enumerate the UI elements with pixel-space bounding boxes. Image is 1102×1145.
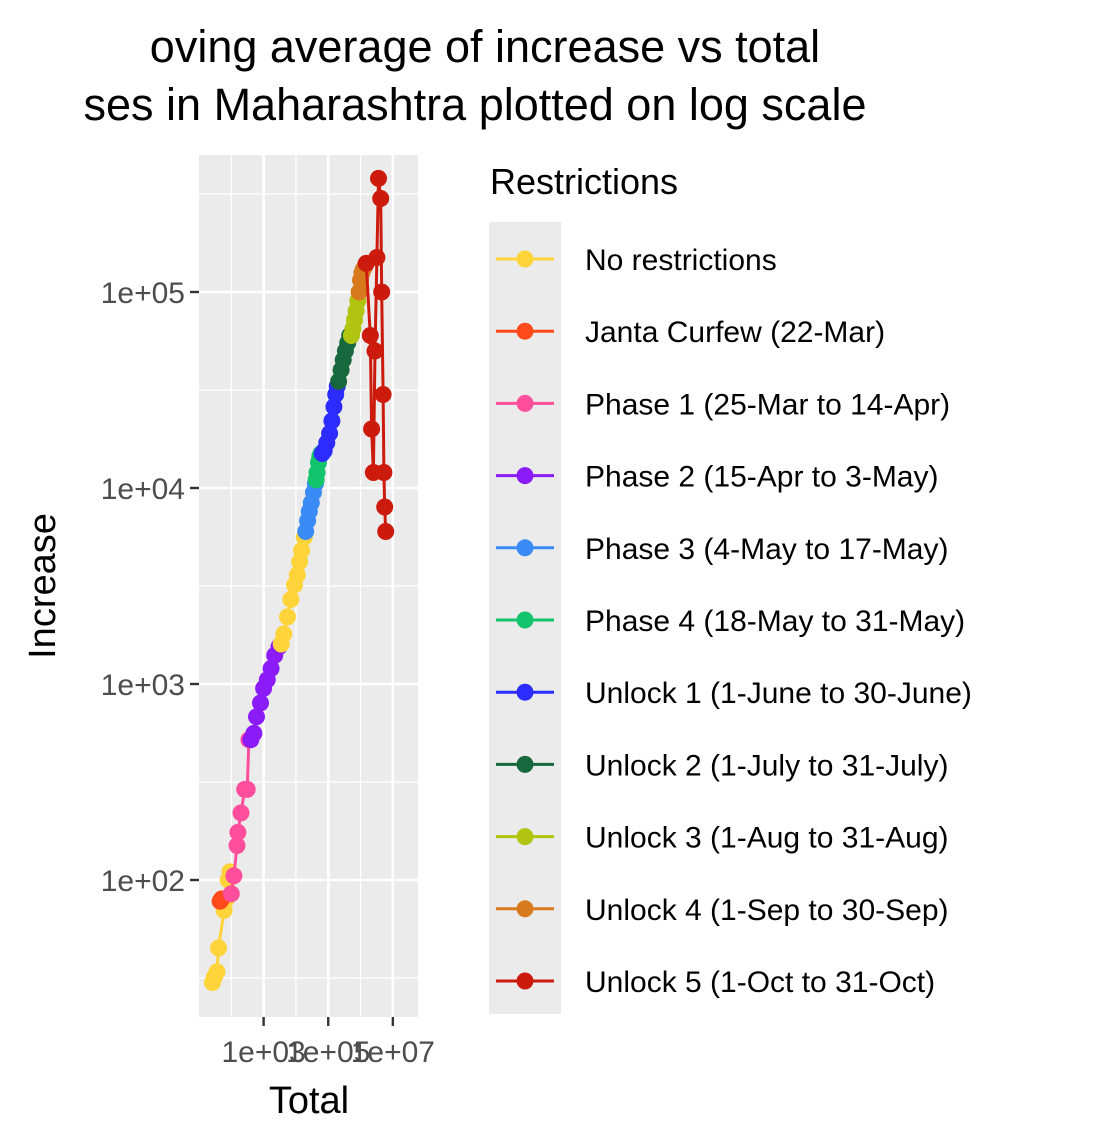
x-tick-label: 1e+03 [221,1036,305,1069]
legend-key-point [516,755,534,773]
legend-title: Restrictions [490,161,678,202]
legend-key-point [516,467,534,485]
data-point [374,386,392,403]
chart-title-line-1: oving average of increase vs total [150,21,820,72]
legend-entry: Unlock 3 (1-Aug to 31-Aug) [496,822,949,855]
data-point [248,708,265,726]
data-point [245,724,263,742]
legend-key-point [516,972,534,990]
data-point [376,498,394,516]
legend-label: Unlock 4 (1-Sep to 30-Sep) [585,894,949,927]
legend-key-point [516,539,534,557]
data-point [323,412,341,430]
legend-label: Unlock 3 (1-Aug to 31-Aug) [585,822,949,855]
legend-entries: No restrictions Janta Curfew (22-Mar) Phas… [496,244,972,999]
legend-key-point [516,828,534,846]
legend-key-point [516,394,534,412]
data-point [279,608,296,626]
data-point [288,566,306,584]
legend-label: No restrictions [585,244,777,277]
x-axis-title: Total [269,1080,349,1122]
legend-label: Janta Curfew (22-Mar) [585,316,885,349]
series-3 [242,638,288,749]
legend-label: Phase 3 (4-May to 17-May) [585,533,948,566]
legend-entry: Phase 4 (18-May to 31-May) [496,605,965,638]
data-point [373,283,391,301]
legend-key-point [516,250,534,268]
y-tick-label: 1e+03 [101,669,185,702]
legend-label: Unlock 5 (1-Oct to 31-Oct) [585,966,935,999]
series-11 [357,169,395,540]
data-point [252,694,269,712]
legend-key-point [516,683,534,701]
series-5 [297,475,324,540]
series-4 [272,528,313,653]
x-tick-label: 1e+07 [351,1036,435,1069]
legend-key-point [516,900,534,918]
legend-entry: Unlock 1 (1-June to 30-June) [496,677,972,710]
legend-label: Unlock 2 (1-July to 31-July) [585,749,948,782]
y-tick-label: 1e+04 [101,473,185,506]
x-tick-label: 1e+05 [286,1036,370,1069]
legend-entry: Unlock 2 (1-July to 31-July) [496,749,948,782]
legend-entry: Unlock 5 (1-Oct to 31-Oct) [496,966,935,999]
data-point [282,591,300,608]
series-7 [313,377,346,462]
data-point [275,625,293,643]
chart-title-line-2: ses in Maharashtra plotted on log scale [84,79,867,130]
legend-entry: Phase 1 (25-Mar to 14-Apr) [496,388,950,421]
legend: Restrictions No restrictions Janta Curfew… [489,161,972,1014]
legend-entry: Phase 2 (15-Apr to 3-May) [496,461,938,494]
data-point [377,523,395,540]
data-point [228,837,246,854]
legend-label: Phase 4 (18-May to 31-May) [585,605,965,638]
data-point [210,939,227,957]
legend-entry: No restrictions [496,244,777,277]
data-point [375,464,393,481]
data-point [293,542,311,559]
data-point [208,963,226,981]
data-point [225,867,243,885]
legend-entry: Phase 3 (4-May to 17-May) [496,533,948,566]
data-point [238,780,256,798]
legend-key-point [516,611,534,629]
legend-entry: Janta Curfew (22-Mar) [496,316,885,349]
data-point [366,342,384,360]
series-9 [342,292,367,344]
legend-label: Phase 1 (25-Mar to 14-Apr) [585,388,950,421]
legend-label: Unlock 1 (1-June to 30-June) [585,677,972,710]
data-point [229,823,247,841]
y-axis-title: Increase [22,513,64,659]
series-layer [203,169,395,991]
legend-label: Phase 2 (15-Apr to 3-May) [585,461,938,494]
legend-entry: Unlock 4 (1-Sep to 30-Sep) [496,894,949,927]
data-point [262,660,280,677]
legend-key-point [516,322,534,340]
data-point [363,420,381,438]
data-point [372,190,390,207]
data-point [368,249,386,266]
y-tick-label: 1e+02 [101,865,185,898]
data-point [361,327,379,344]
data-point [222,885,240,903]
data-point [370,169,387,187]
y-tick-label: 1e+05 [101,277,185,310]
data-point [232,804,250,822]
